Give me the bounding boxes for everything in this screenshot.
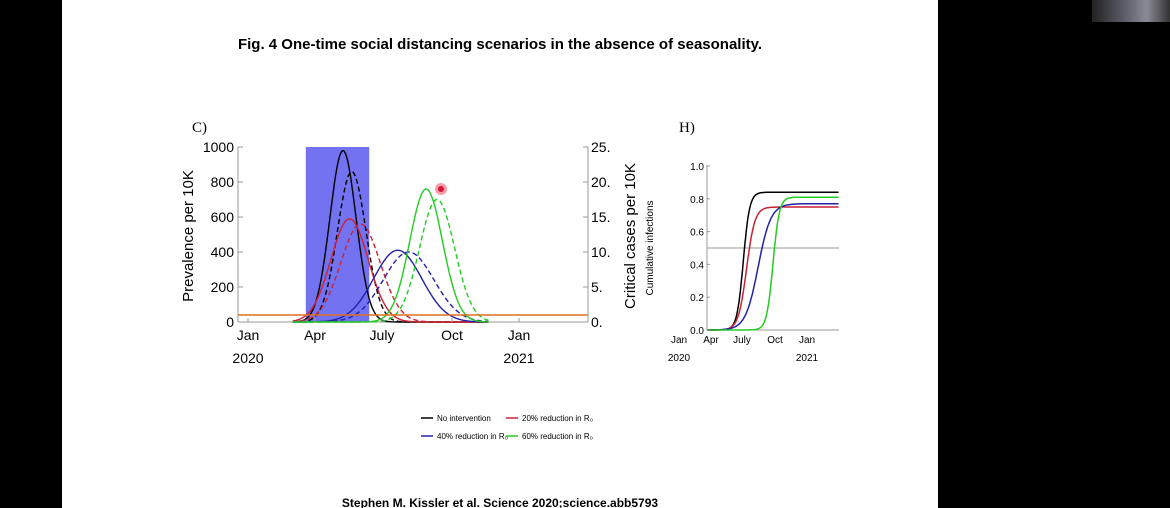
h-x-tick-label: Jan [671,335,687,346]
y-tick-label: 600 [211,209,235,225]
panel-c-chart: C) 0 200 400 600 800 1000 0. 5. 10. 15. 20. 25. Ja… [180,120,639,366]
h-y-tick-label: 0.4 [690,260,704,271]
curve-reduction_60-dashed [292,198,489,323]
x-tick-label: Jan [237,327,260,343]
h-x-tick-year-label: 2020 [668,353,691,364]
x-tick-year-label: 2021 [503,350,534,366]
panel-c-y2-label: Critical cases per 10K [622,163,639,309]
cumulative-curve-reduction_60 [707,196,839,331]
h-x-tick-label: Apr [703,335,719,346]
y-tick-label: 1000 [203,139,234,155]
y2-tick-label: 25. [591,139,610,155]
y2-tick-label: 10. [591,244,610,260]
legend-label-no-intervention: No intervention [437,414,491,423]
panel-h-y-label: Cumulative infections [645,200,656,295]
y-tick-label: 800 [211,174,235,190]
x-tick-label: Apr [304,327,326,343]
y2-tick-label: 5. [591,279,603,295]
h-x-tick-label: Oct [767,335,783,346]
h-y-tick-label: 0.6 [690,228,704,239]
cumulative-curve-reduction_40 [707,202,839,331]
x-tick-label: Jan [508,327,531,343]
legend: No intervention 20% reduction in R₀ 40% … [421,414,593,441]
figure-title: Fig. 4 One-time social distancing scenar… [237,36,763,53]
cursor-dot [438,186,444,192]
h-x-tick-label: July [733,335,751,346]
legend-label-60: 60% reduction in R₀ [522,432,593,441]
y-tick-label: 200 [211,279,235,295]
slide: Fig. 4 One-time social distancing scenar… [62,0,938,508]
y2-tick-label: 0. [591,314,603,330]
h-y-tick-label: 0.8 [690,195,704,206]
legend-label-40: 40% reduction in R₀ [437,432,508,441]
x-tick-label: July [370,327,395,343]
y2-tick-label: 15. [591,209,610,225]
x-tick-label: Oct [441,327,463,343]
figure-canvas: C) 0 200 400 600 800 1000 0. 5. 10. 15. 20. 25. Ja… [180,120,839,441]
curve-reduction_20-dashed [292,223,489,323]
legend-label-20: 20% reduction in R₀ [522,414,593,423]
h-y-tick-label: 0.2 [690,293,704,304]
h-y-tick-label: 1.0 [690,162,704,173]
y2-tick-label: 20. [591,174,610,190]
y-tick-label: 400 [211,244,235,260]
panel-c-y-label: Prevalence per 10K [180,170,197,302]
webcam-thumbnail [1092,0,1170,22]
panel-h-chart: H) 0.0 0.2 0.4 0.6 0.8 1.0 Jan 2020 Apr July Oct J… [645,120,839,364]
h-x-tick-label: Jan [799,335,815,346]
figure-citation: Stephen M. Kissler et al. Science 2020;s… [341,496,659,508]
panel-c-label: C) [192,120,207,136]
y-tick-label: 0 [226,314,234,330]
h-y-tick-label: 0.0 [690,326,704,337]
h-x-tick-year-label: 2021 [796,353,819,364]
x-tick-year-label: 2020 [232,350,263,366]
panel-h-label: H) [679,120,695,136]
